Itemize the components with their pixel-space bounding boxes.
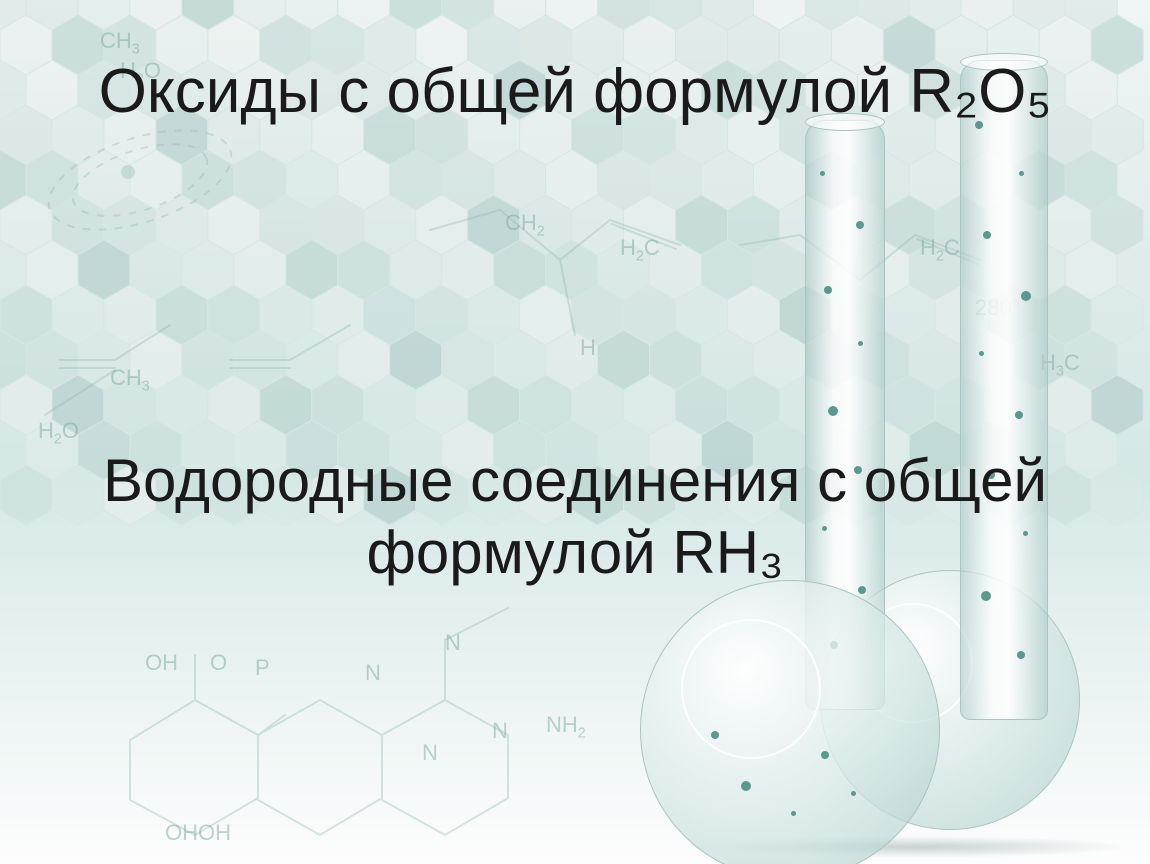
chem-label: CH3 [100, 28, 140, 57]
chem-label: N [445, 630, 461, 656]
chem-label: CH3 [110, 365, 150, 394]
flask-front [640, 580, 940, 864]
title-top: Оксиды с общей формулой R₂O₅ [50, 55, 1100, 129]
chem-label: CH2 [505, 210, 545, 239]
chem-label: OH [145, 650, 178, 676]
chem-label: NH2 [546, 712, 586, 741]
title-top-text: Оксиды с общей формулой R₂O₅ [99, 57, 1052, 126]
chem-label: N [365, 660, 381, 686]
title-bottom: Водородные соединения с общей формулой R… [50, 445, 1100, 589]
chem-label: N [492, 718, 508, 744]
chem-label: OHOH [165, 820, 231, 846]
chem-label: P [255, 655, 270, 681]
cylinder-right [960, 60, 1048, 720]
chem-label: N [422, 740, 438, 766]
chem-label: H2O [38, 418, 79, 447]
chem-label: O [210, 650, 227, 676]
chem-label: H2C [620, 235, 660, 264]
title-bottom-text: Водородные соединения с общей формулой R… [103, 447, 1047, 586]
chem-label: H2C [920, 235, 960, 264]
chem-label: H [580, 335, 596, 361]
